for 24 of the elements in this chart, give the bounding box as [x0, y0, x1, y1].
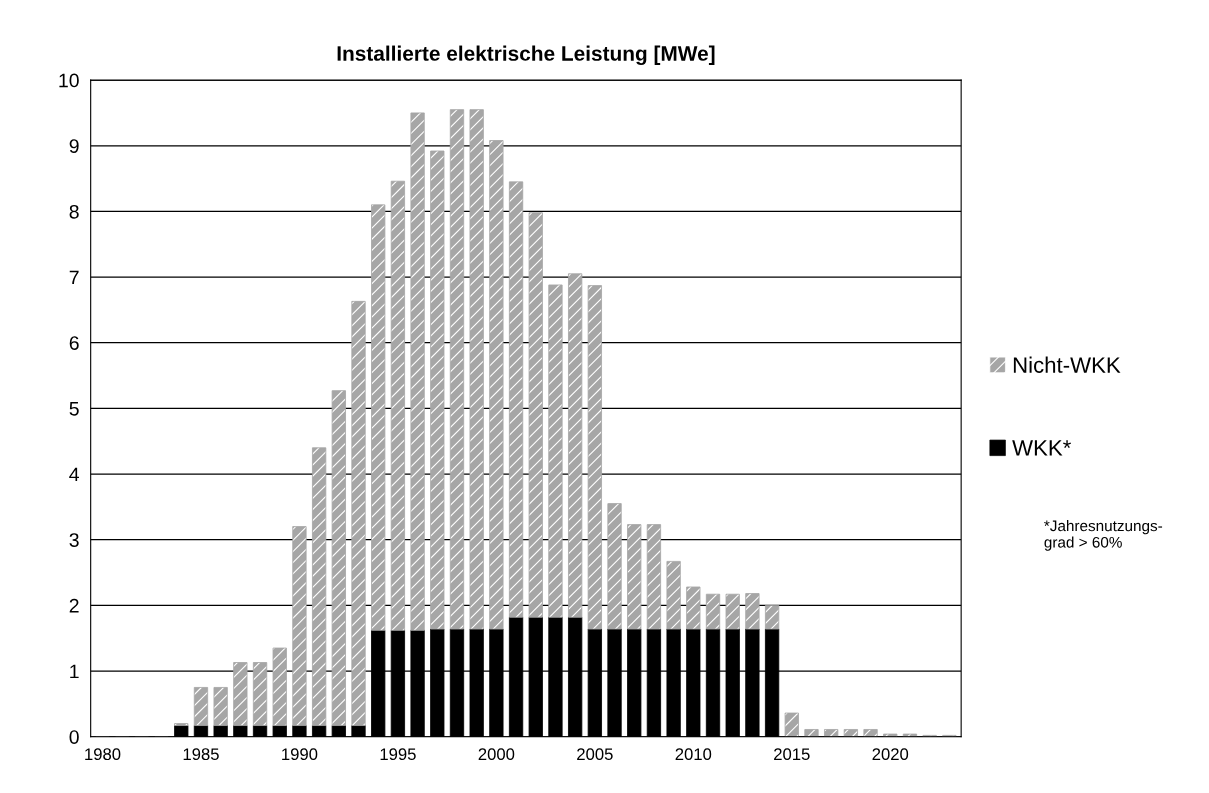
y-tick-label: 8 [69, 204, 79, 219]
y-tick-label: 2 [69, 598, 79, 613]
x-tick-label: 1990 [282, 748, 318, 761]
x-tick-label: 2010 [675, 748, 712, 761]
y-tick-label: 3 [69, 533, 79, 547]
chart-title: Installierte elektrische Leistung [MWe] [337, 45, 715, 66]
text: *Jahresnutzungs- grad > 60% [1044, 520, 1163, 551]
x-tick-label: 2005 [577, 748, 613, 761]
legend-label: WKK* [1012, 440, 1071, 456]
y-tick-label: 4 [69, 467, 79, 482]
x-tick-label: 1980 [85, 748, 121, 761]
y-tick-label: 5 [69, 402, 79, 416]
x-tick-label: 1995 [380, 748, 416, 761]
x-tick-label: 2020 [872, 748, 909, 761]
y-tick-label: 0 [69, 730, 79, 744]
y-tick-label: 1 [70, 664, 79, 679]
y-tick-label: 7 [69, 270, 79, 285]
y-tick-label: 6 [69, 336, 79, 350]
y-tick-label: 9 [69, 139, 79, 153]
legend-label: Nicht-WKK [1013, 356, 1121, 373]
x-tick-label: 2015 [774, 748, 810, 761]
y-tick-label: 10 [59, 73, 79, 88]
x-tick-label: 2000 [478, 748, 515, 761]
x-tick-label: 1985 [183, 748, 219, 761]
